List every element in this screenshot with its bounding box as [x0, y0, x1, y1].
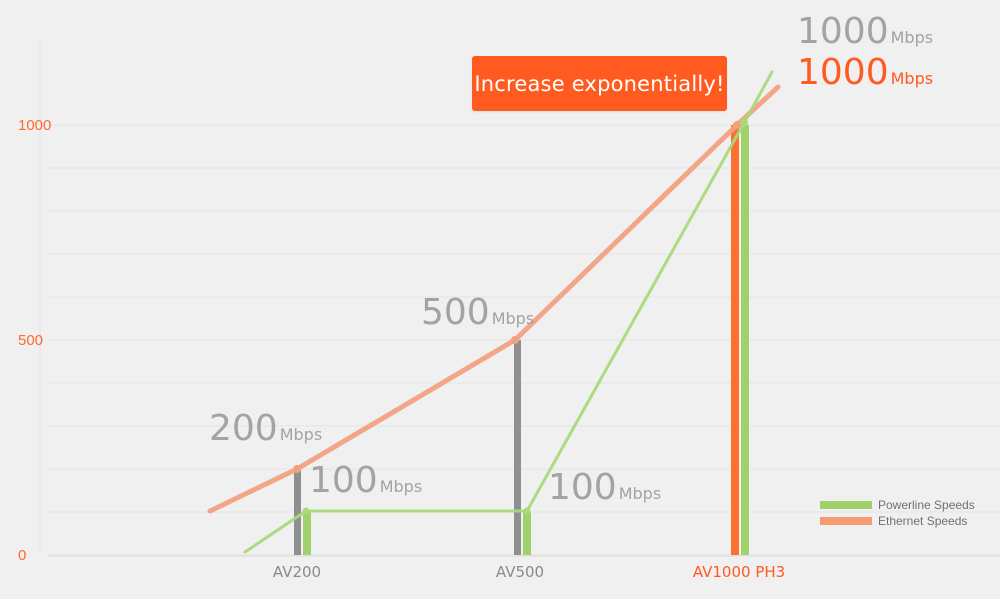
legend-swatch-ethernet	[820, 517, 872, 525]
legend-item-ethernet: Ethernet Speeds	[820, 513, 995, 529]
legend-item-powerline: Powerline Speeds	[820, 497, 995, 513]
y-tick-label-0: 0	[18, 547, 26, 564]
legend-swatch-powerline	[820, 501, 872, 509]
point-powerline-av500	[523, 507, 531, 515]
label-powerline-av500-unit: Mbps	[619, 484, 661, 503]
label-powerline-av1000-unit: Mbps	[891, 69, 933, 88]
label-ethernet-av1000-value: 1000	[797, 11, 889, 52]
point-ethernet-av200	[293, 465, 301, 473]
label-powerline-av200: 100 Mbps	[309, 460, 422, 501]
label-powerline-av1000-value: 1000	[797, 52, 889, 93]
y-tick-label-1: 500	[18, 332, 43, 349]
label-powerline-av1000: 1000 Mbps	[797, 52, 933, 93]
legend: Powerline Speeds Ethernet Speeds	[820, 497, 995, 529]
legend-label-ethernet: Ethernet Speeds	[878, 514, 968, 528]
label-ethernet-av1000: 1000 Mbps	[797, 11, 933, 52]
point-ethernet-av1000	[733, 121, 741, 129]
point-powerline-av1000	[740, 119, 748, 127]
label-ethernet-av500: 500 Mbps	[421, 292, 534, 333]
bar-av1000-ethernet	[731, 125, 739, 555]
point-ethernet-av500	[511, 336, 519, 344]
legend-label-powerline: Powerline Speeds	[878, 498, 975, 512]
label-ethernet-av200-unit: Mbps	[280, 425, 322, 444]
bar-av500-ethernet	[514, 340, 521, 555]
x-tick-label-2: AV1000 PH3	[693, 563, 785, 581]
bar-av200-ethernet	[294, 469, 301, 555]
label-powerline-av500: 100 Mbps	[548, 467, 661, 508]
bar-av200-powerline	[303, 512, 311, 555]
x-tick-label-1: AV500	[496, 563, 544, 581]
increase-callout: Increase exponentially!	[472, 56, 727, 111]
bar-av500-powerline	[523, 512, 531, 555]
label-ethernet-av500-value: 500	[421, 292, 490, 333]
label-ethernet-av200-value: 200	[209, 408, 278, 449]
label-powerline-av500-value: 100	[548, 467, 617, 508]
y-tick-label-2: 1000	[18, 117, 51, 134]
label-powerline-av200-unit: Mbps	[380, 477, 422, 496]
point-powerline-av200	[302, 507, 310, 515]
label-ethernet-av1000-unit: Mbps	[891, 28, 933, 47]
bar-av1000-powerline	[741, 125, 749, 555]
label-ethernet-av500-unit: Mbps	[492, 309, 534, 328]
label-ethernet-av200: 200 Mbps	[209, 408, 322, 449]
x-tick-label-0: AV200	[273, 563, 321, 581]
label-powerline-av200-value: 100	[309, 460, 378, 501]
increase-callout-text: Increase exponentially!	[474, 71, 725, 96]
